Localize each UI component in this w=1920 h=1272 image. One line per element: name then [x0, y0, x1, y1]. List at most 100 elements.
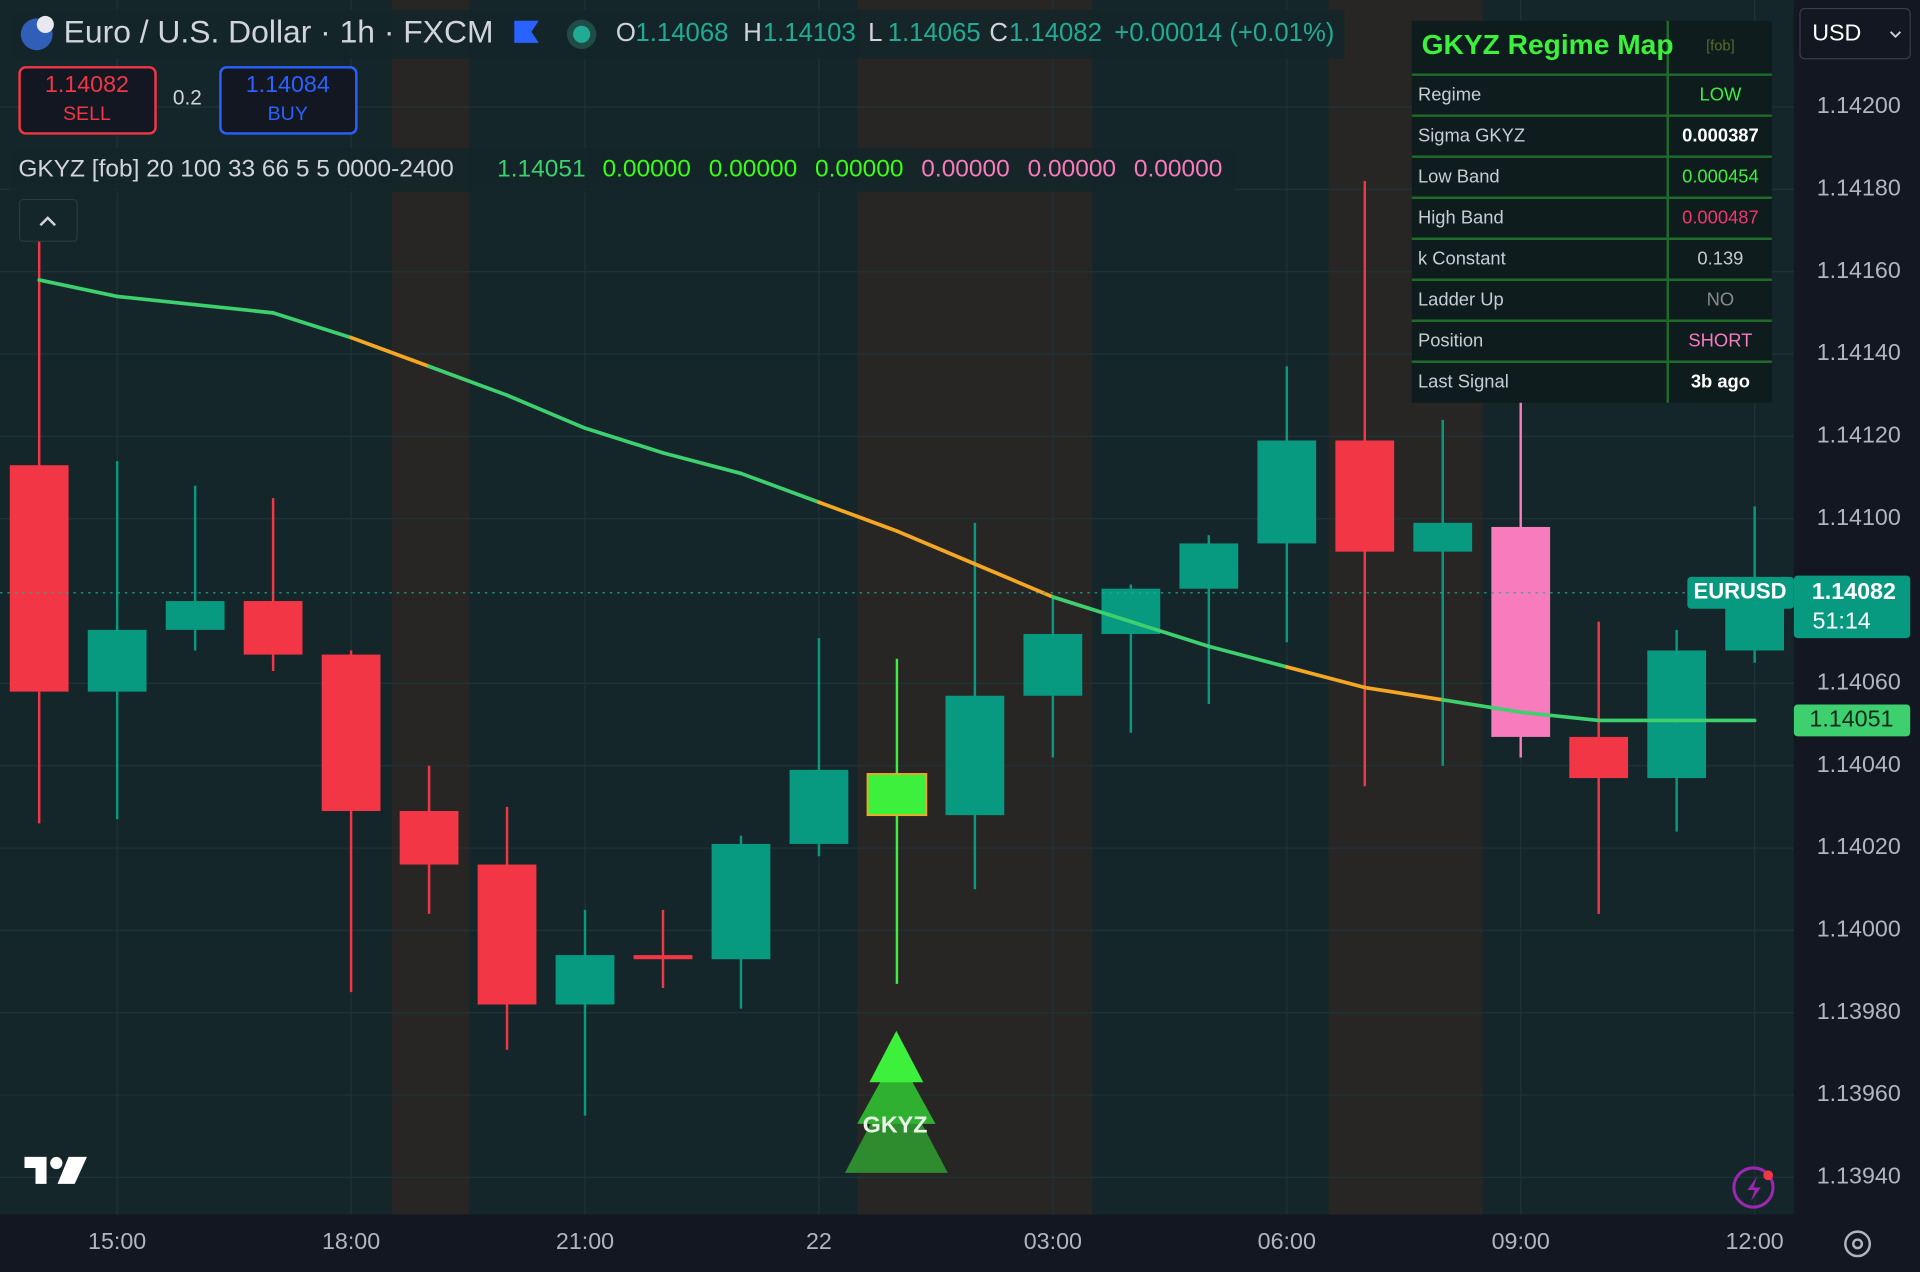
candle-body [1413, 522, 1473, 552]
y-tick-label: 1.14100 [1817, 504, 1901, 530]
tradingview-logo [24, 1156, 87, 1184]
x-tick-label: 06:00 [1258, 1228, 1316, 1254]
last-price-box [1793, 575, 1911, 639]
table-row-label: Position [1418, 329, 1483, 350]
symbol-title: Euro / U.S. Dollar · 1h · FXCM [64, 14, 494, 50]
indicator-legend-background [9, 148, 1235, 193]
candle-body [9, 465, 69, 692]
currency-label[interactable]: USD [1812, 19, 1861, 45]
symbol-tag: EURUSD [1694, 579, 1787, 604]
candle-body [1569, 736, 1629, 779]
x-tick-label: 12:00 [1726, 1228, 1784, 1254]
buy-price[interactable]: 1.14084 [246, 71, 330, 97]
ma-segment [193, 302, 275, 315]
settings-icon[interactable] [1852, 1238, 1864, 1250]
y-tick-label: 1.14200 [1817, 92, 1901, 118]
settings-icon[interactable] [1844, 1230, 1872, 1258]
indicator-name: GKYZ [fob] 20 100 33 66 5 5 0000-2400 [18, 156, 453, 183]
sell-button[interactable] [18, 66, 157, 135]
ohlc-legend: O 1.14068 H 1.14103 L 1.14065 C 1.14082 [616, 19, 1102, 47]
signal-label: GKYZ [863, 1111, 928, 1137]
ma-segment [505, 393, 587, 430]
ma-segment [1051, 595, 1133, 624]
ma-segment [895, 529, 977, 566]
status-icon [573, 25, 591, 43]
ma-tag-label: 1.14051 [1809, 706, 1893, 732]
candle-body [945, 695, 1005, 816]
collapse-icon[interactable] [39, 216, 56, 227]
signal-triangle [857, 1052, 936, 1124]
buy-label[interactable]: BUY [268, 103, 308, 125]
price-change: +0.00014 (+0.01%) [1114, 19, 1334, 47]
alert-icon[interactable] [1747, 1176, 1761, 1201]
candle-body [1491, 526, 1551, 737]
y-tick-label: 1.14040 [1817, 751, 1901, 777]
candle-body [711, 843, 771, 960]
flag-icon [514, 20, 539, 43]
indicator-values: 0.00000 0.00000 0.00000 0.00000 0.00000 0.000… [602, 156, 1222, 183]
ma-segment [973, 562, 1055, 599]
sell-price[interactable]: 1.14082 [45, 71, 129, 97]
signal-triangle [869, 1030, 924, 1083]
ma-segment [1284, 665, 1367, 690]
y-tick-label: 1.14140 [1817, 339, 1901, 365]
ma-segment [1206, 644, 1289, 669]
signal-triangle [844, 1074, 948, 1173]
table-row-value: 0.139 [1697, 247, 1743, 268]
candle-body [321, 654, 381, 812]
ma-segment [661, 451, 743, 476]
logo-part [50, 1156, 63, 1170]
currency-button[interactable] [1799, 7, 1911, 60]
candle-body [87, 629, 147, 692]
ma-segment [1129, 619, 1211, 649]
table-row-value: NO [1707, 288, 1735, 309]
x-tick-label: 18:00 [322, 1228, 380, 1254]
y-tick-label: 1.14120 [1817, 422, 1901, 448]
ohlc-letter: L [868, 19, 882, 47]
last-price-label: 1.14082 [1812, 578, 1896, 604]
spread: 0.2 [173, 87, 202, 110]
ma-segment [115, 294, 197, 307]
sell-label[interactable]: SELL [63, 103, 111, 125]
candle-body [1647, 650, 1707, 779]
collapse-button[interactable] [18, 198, 78, 242]
x-tick-label: 22 [806, 1228, 832, 1254]
alert-icon[interactable] [1732, 1166, 1775, 1209]
alert-dot [1763, 1170, 1774, 1181]
logo-part [57, 1156, 87, 1184]
buy-button[interactable] [219, 66, 358, 135]
candle-body [789, 769, 849, 844]
x-tick-label: 03:00 [1024, 1228, 1082, 1254]
indicator-value: 0.00000 [602, 156, 690, 183]
x-tick-label: 09:00 [1492, 1228, 1550, 1254]
ohlc-letter: O [616, 19, 636, 47]
y-tick-label: 1.14180 [1817, 175, 1901, 201]
plot [0, 181, 1794, 1116]
currency-chevron[interactable] [1889, 31, 1902, 39]
ohlc-value: 1.14082 [1009, 19, 1102, 47]
axes: 1.14200 1.14180 1.14160 1.14140 1.14120 1.141… [88, 92, 1911, 1254]
table-row-label: Low Band [1418, 165, 1500, 186]
table-background [1411, 20, 1772, 403]
table-tag: [fob] [1706, 38, 1735, 54]
ma-tag-box [1793, 704, 1911, 737]
table-row-label: Regime [1418, 83, 1481, 104]
time-axis-background [0, 1214, 1794, 1272]
table-row-value: 0.000454 [1682, 165, 1759, 186]
candle-body [1335, 440, 1395, 552]
ohlc-letter: C [989, 19, 1008, 47]
candle-body [1257, 440, 1317, 544]
candle-body [1179, 543, 1239, 589]
candle-body [477, 864, 537, 1005]
table-row-value: SHORT [1688, 329, 1752, 350]
ma-segment [37, 278, 119, 299]
y-tick-label: 1.14020 [1817, 833, 1901, 859]
candle-body [243, 601, 303, 655]
ma-segment [1518, 710, 1601, 723]
table-row-value: 3b ago [1691, 370, 1750, 391]
ma-segment [817, 500, 899, 533]
header-background [9, 9, 1345, 59]
table-row-value: 0.000387 [1682, 124, 1759, 145]
table-row-label: Sigma GKYZ [1418, 124, 1525, 145]
y-tick-label: 1.14160 [1817, 257, 1901, 283]
